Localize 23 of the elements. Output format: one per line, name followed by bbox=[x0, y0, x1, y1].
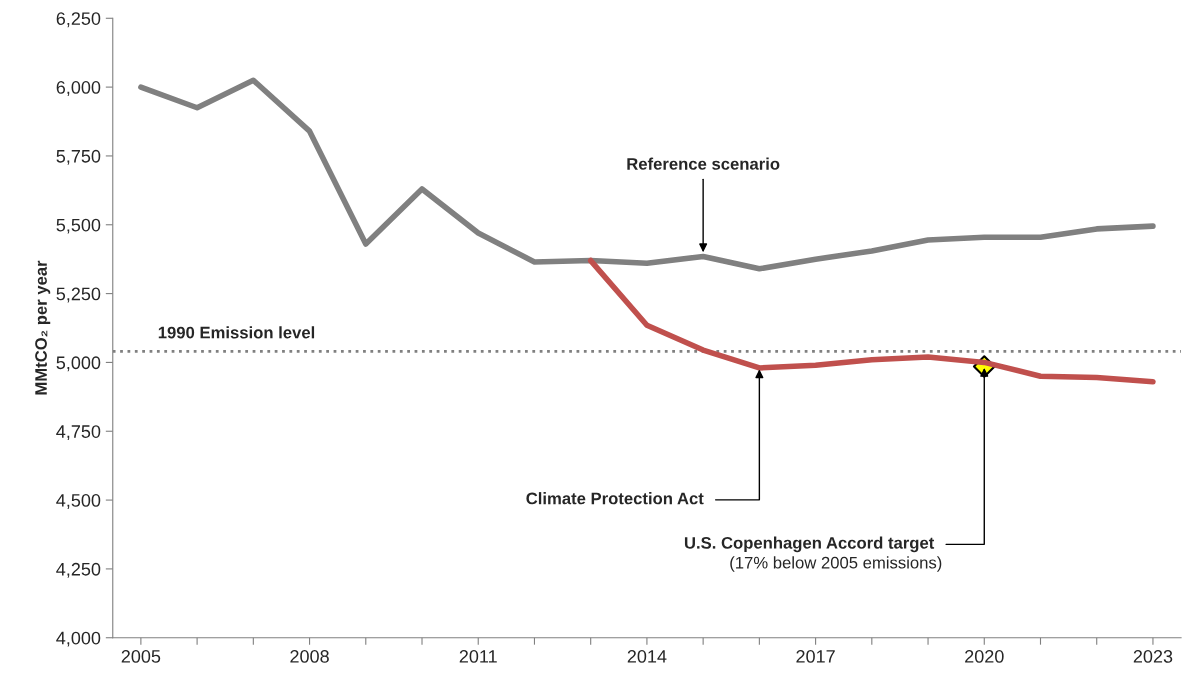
x-tick-label: 2020 bbox=[965, 650, 1004, 663]
y-tick-label: 5,500 bbox=[56, 218, 101, 234]
y-tick-label: 4,750 bbox=[56, 425, 101, 441]
x-tick-label: 2011 bbox=[459, 650, 497, 663]
y-tick-label: 5,000 bbox=[56, 356, 101, 372]
y-tick-label: 6,000 bbox=[56, 81, 101, 96]
x-tick-label: 2023 bbox=[1133, 650, 1173, 663]
y-axis-title: MMtCO₂ per year bbox=[35, 260, 51, 395]
y-tick-label: 6,250 bbox=[56, 12, 101, 28]
annotation: Climate Protection Act bbox=[526, 492, 704, 505]
x-tick-label: 2014 bbox=[627, 650, 667, 663]
x-tick-label: 2005 bbox=[121, 650, 161, 663]
x-tick-label: 2008 bbox=[290, 650, 329, 663]
annotation: (17% below 2005 emissions) bbox=[730, 556, 942, 572]
annotation: Reference scenario bbox=[627, 157, 780, 170]
y-tick-label: 4,000 bbox=[56, 631, 101, 647]
y-tick-label: 5,750 bbox=[56, 149, 101, 165]
y-tick-label: 4,500 bbox=[56, 494, 101, 509]
y-tick-label: 4,250 bbox=[56, 562, 101, 578]
ref-line-label: 1990 Emission level bbox=[158, 326, 315, 339]
annotation: U.S. Copenhagen Accord target bbox=[684, 536, 935, 553]
x-tick-label: 2017 bbox=[796, 650, 835, 663]
y-tick-label: 5,250 bbox=[56, 287, 101, 303]
